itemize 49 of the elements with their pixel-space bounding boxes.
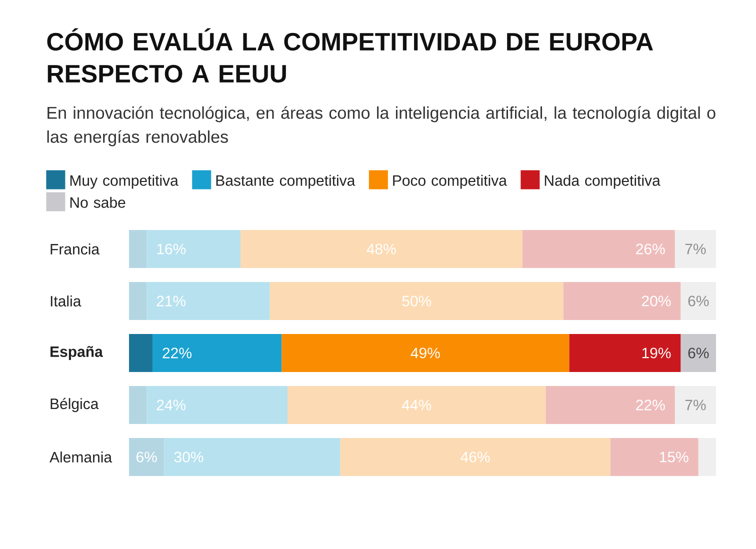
bar — [340, 438, 610, 476]
data-label: 48% — [366, 244, 396, 254]
data-label: 50% — [402, 296, 432, 306]
legend-label: No sabe — [70, 196, 126, 208]
legend-label: Bastante competitiva — [216, 174, 356, 189]
bar — [287, 386, 546, 424]
data-label: 30% — [174, 452, 204, 462]
bar — [129, 334, 152, 372]
chart-title: CÓMO EVALÚA LA COMPETITIVIDAD DE EUROPA RESPECTO A EEUU — [47, 28, 653, 83]
legend-label: Muy competitiva — [70, 174, 178, 189]
data-label: 44% — [402, 400, 432, 410]
bar — [522, 230, 675, 268]
legend-label: Poco competitiva — [393, 174, 507, 189]
data-label: 22% — [636, 400, 665, 410]
bar — [546, 386, 675, 424]
data-label: 6% — [688, 348, 709, 358]
data-label: 46% — [460, 452, 490, 462]
bar — [240, 230, 522, 268]
y-tick-label: Italia — [50, 295, 82, 307]
bar — [563, 282, 681, 320]
data-label: 22% — [162, 348, 192, 358]
chart-subtitle: En innovación tecnológica, en áreas como la inteligencia artificial, la tecnología digital o las energías renovables — [47, 106, 716, 146]
data-label: 24% — [156, 400, 186, 410]
data-label: 7% — [685, 400, 706, 410]
bar — [152, 334, 282, 372]
bar — [569, 334, 681, 372]
bar — [674, 386, 716, 424]
bar — [270, 282, 564, 320]
bar — [680, 282, 716, 320]
bar — [698, 438, 716, 476]
data-label: 7% — [685, 244, 706, 254]
data-label: 16% — [157, 244, 186, 254]
y-tick-label: Alemania — [50, 451, 112, 463]
bar — [680, 334, 716, 372]
data-label: 19% — [642, 348, 671, 358]
bar — [674, 230, 716, 268]
bar — [610, 438, 698, 476]
data-label: 15% — [660, 452, 688, 462]
bar — [282, 334, 570, 372]
y-tick-label: España — [50, 346, 103, 360]
legend-label: Nada competitiva — [544, 174, 660, 189]
data-label: 20% — [642, 296, 671, 306]
y-tick-label: Bélgica — [50, 398, 99, 412]
y-tick-label: Francia — [50, 243, 100, 255]
data-label: 49% — [410, 348, 440, 358]
data-label: 26% — [636, 244, 665, 254]
data-label: 6% — [136, 452, 157, 462]
data-label: 21% — [156, 296, 186, 306]
data-label: 6% — [688, 296, 709, 306]
